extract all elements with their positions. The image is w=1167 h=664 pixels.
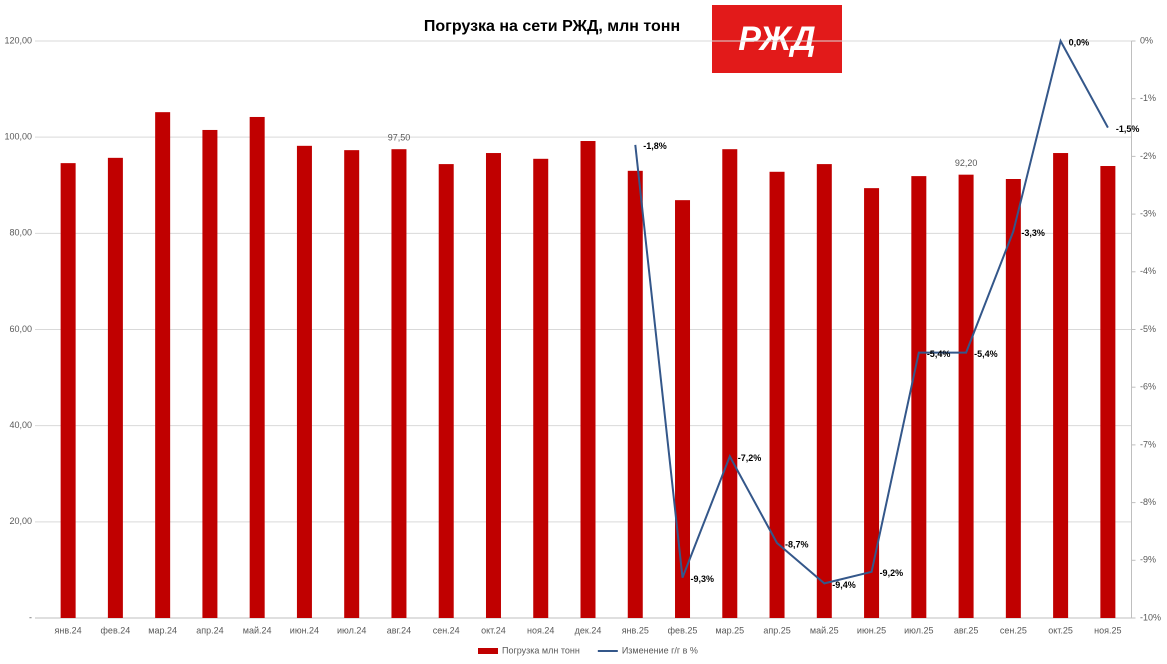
bar — [1005, 178, 1021, 619]
bar — [816, 164, 832, 619]
x-tick-label: фев.25 — [668, 625, 698, 635]
legend-swatch — [478, 648, 498, 654]
line-value-label: -1,5% — [1116, 124, 1140, 134]
bar — [391, 149, 407, 618]
bar-value-label: 92,20 — [955, 158, 978, 168]
line-value-label: -7,2% — [738, 453, 762, 463]
bar — [1100, 166, 1116, 618]
y-tick-label: 20,00 — [9, 516, 32, 526]
line-value-label: -9,3% — [691, 574, 715, 584]
logo-text: РЖД — [738, 20, 815, 58]
bar — [675, 200, 691, 619]
legend-label: Погрузка млн тонн — [502, 645, 580, 655]
y-tick-label: 120,00 — [4, 35, 32, 45]
y2-tick-label: -10% — [1140, 612, 1161, 622]
bar — [958, 174, 974, 618]
bar — [769, 171, 785, 618]
x-tick-label: апр.25 — [763, 625, 790, 635]
line-value-label: -8,7% — [785, 539, 809, 549]
y2-tick-label: -8% — [1140, 497, 1156, 507]
y-tick-label: 40,00 — [9, 420, 32, 430]
line-value-label: -5,4% — [974, 349, 998, 359]
x-tick-label: июл.24 — [337, 625, 366, 635]
y-tick-label: 80,00 — [9, 228, 32, 238]
bar — [344, 150, 360, 618]
x-tick-label: май.24 — [243, 625, 272, 635]
x-tick-label: янв.25 — [622, 625, 649, 635]
x-tick-label: июн.25 — [857, 625, 886, 635]
x-tick-label: окт.25 — [1048, 625, 1073, 635]
x-tick-label: сен.25 — [1000, 625, 1027, 635]
x-tick-label: янв.24 — [55, 625, 82, 635]
x-tick-label: авг.25 — [954, 625, 978, 635]
bar — [580, 141, 596, 618]
bar — [911, 176, 927, 618]
x-tick-label: мар.24 — [148, 625, 177, 635]
bar — [155, 112, 171, 618]
line-value-label: 0,0% — [1069, 37, 1090, 47]
line-value-label: -9,2% — [880, 568, 904, 578]
chart-title: Погрузка на сети РЖД, млн тонн — [424, 18, 680, 35]
bar — [864, 188, 880, 618]
x-tick-label: ноя.25 — [1094, 625, 1121, 635]
x-tick-label: апр.24 — [196, 625, 223, 635]
bar — [627, 170, 643, 618]
line-value-label: -9,4% — [832, 580, 856, 590]
bar — [296, 145, 312, 619]
x-tick-label: окт.24 — [481, 625, 506, 635]
line — [634, 38, 1109, 585]
x-tick-label: июл.25 — [904, 625, 933, 635]
line-value-label: -3,3% — [1021, 228, 1045, 238]
legend-label: Изменение г/г в % — [622, 645, 698, 655]
y-tick-label: - — [29, 612, 32, 622]
y2-tick-label: -4% — [1140, 266, 1156, 276]
bar — [533, 158, 549, 618]
line-value-label: -5,4% — [927, 349, 951, 359]
bar — [60, 163, 76, 619]
bar — [249, 116, 265, 618]
bar — [438, 164, 454, 619]
x-tick-label: мар.25 — [715, 625, 744, 635]
logo: РЖД — [712, 5, 842, 73]
bar — [485, 153, 501, 618]
y2-tick-label: -7% — [1140, 439, 1156, 449]
y-tick-label: 100,00 — [4, 132, 32, 142]
y2-tick-label: -1% — [1140, 93, 1156, 103]
x-tick-label: ноя.24 — [527, 625, 554, 635]
bar-value-label: 97,50 — [388, 133, 411, 143]
y2-tick-label: -9% — [1140, 555, 1156, 565]
x-tick-label: июн.24 — [290, 625, 319, 635]
y2-tick-label: -6% — [1140, 382, 1156, 392]
y2-tick-label: -3% — [1140, 208, 1156, 218]
bar — [722, 149, 738, 618]
y-tick-label: 60,00 — [9, 324, 32, 334]
x-tick-label: дек.24 — [575, 625, 602, 635]
y2-tick-label: -2% — [1140, 151, 1156, 161]
x-tick-label: авг.24 — [387, 625, 411, 635]
logo-box — [712, 5, 842, 73]
x-tick-label: фев.24 — [101, 625, 131, 635]
y2-tick-label: -5% — [1140, 324, 1156, 334]
bar — [202, 129, 218, 618]
bar — [1053, 153, 1069, 618]
bar — [107, 157, 123, 618]
y2-tick-label: 0% — [1140, 35, 1153, 45]
x-tick-label: май.25 — [810, 625, 839, 635]
x-tick-label: сен.24 — [433, 625, 460, 635]
line-value-label: -1,8% — [643, 141, 667, 151]
